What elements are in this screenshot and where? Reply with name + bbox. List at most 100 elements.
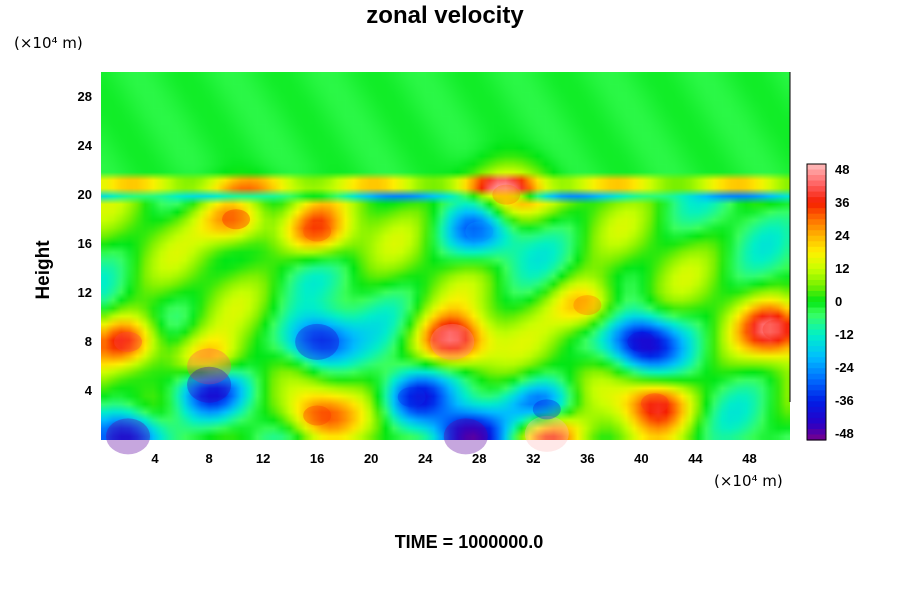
colorbar-segment [807, 285, 826, 292]
x-tick-label: 20 [363, 451, 379, 466]
colorbar-segment [807, 268, 826, 275]
velocity-feature-15 [532, 399, 561, 420]
colorbar-segment [807, 351, 826, 358]
velocity-feature-3 [627, 331, 656, 352]
colorbar-segment [807, 263, 826, 270]
colorbar-segment [807, 423, 826, 430]
colorbar-segment [807, 373, 826, 380]
colorbar-segment [807, 368, 826, 375]
x-tick-label: 24 [418, 451, 433, 466]
colorbar-tick-label: -24 [835, 360, 854, 376]
colorbar-segment [807, 219, 826, 226]
colorbar-segment [807, 257, 826, 264]
y-tick-label: 8 [84, 333, 92, 349]
colorbar-segment [807, 302, 826, 309]
y-tick-label: 12 [77, 284, 92, 300]
colorbar-tick-label: 48 [835, 161, 850, 177]
colorbar-segment [807, 213, 826, 220]
y-tick-label: 16 [77, 235, 92, 251]
x-tick-label: 32 [526, 451, 541, 466]
x-tick-label: 48 [742, 451, 757, 466]
colorbar-segment [807, 252, 826, 259]
velocity-feature-14 [443, 418, 488, 455]
colorbar-segment [807, 318, 826, 325]
colorbar-segment [807, 428, 826, 436]
colorbar-segment [807, 296, 826, 303]
x-tick-label: 8 [205, 451, 213, 466]
x-axis-unit: (×10⁴ m) [714, 472, 783, 490]
colorbar-segment [807, 395, 826, 402]
colorbar-segment [807, 279, 826, 287]
velocity-feature-6 [303, 221, 332, 242]
velocity-feature-18 [492, 184, 521, 205]
colorbar-segment [807, 379, 826, 386]
y-axis-unit: (×10⁴ m) [14, 34, 83, 52]
colorbar-segment [807, 434, 826, 441]
x-tick-label: 28 [472, 451, 487, 466]
colorbar-segment [807, 406, 826, 413]
y-tick-label: 28 [77, 88, 92, 104]
colorbar-segment [807, 357, 826, 364]
colorbar-segment [807, 186, 826, 193]
x-tick-label: 44 [688, 451, 703, 466]
velocity-feature-8 [187, 366, 232, 403]
velocity-feature-1 [295, 323, 340, 360]
x-tick-label: 40 [634, 451, 649, 466]
colorbar-segment [807, 401, 826, 408]
colorbar-segment [807, 335, 826, 342]
velocity-feature-2 [430, 323, 475, 360]
colorbar-segment [807, 412, 826, 419]
colorbar-tick-label: -36 [835, 393, 854, 409]
colorbar-tick-label: 36 [835, 194, 850, 210]
colorbar-segment [807, 384, 826, 391]
colorbar-segment [807, 346, 826, 353]
colorbar-segment [807, 274, 826, 281]
velocity-feature-4 [762, 319, 791, 340]
chart-title: zonal velocity [366, 2, 524, 29]
colorbar-segment [807, 313, 826, 320]
colorbar-segment [807, 307, 826, 314]
colorbar-segment [807, 290, 826, 298]
colorbar-tick-label: 0 [835, 294, 843, 309]
colorbar-segment [807, 197, 826, 204]
velocity-feature-11 [524, 415, 569, 452]
colorbar-segment [807, 340, 826, 347]
colorbar-segment [807, 235, 826, 242]
colorbar [806, 163, 827, 441]
velocity-feature-9 [303, 405, 332, 426]
velocity-feature-13 [106, 418, 151, 455]
velocity-feature-17 [573, 295, 602, 316]
colorbar-segment [807, 390, 826, 397]
velocity-feature-5 [222, 209, 251, 230]
velocity-feature-10 [397, 387, 426, 408]
colorbar-segment [807, 362, 826, 369]
colorbar-segment [807, 241, 826, 248]
time-label: TIME = 1000000.0 [394, 532, 544, 552]
colorbar-segment [807, 230, 826, 237]
colorbar-segment [807, 324, 826, 331]
colorbar-tick-label: -12 [835, 327, 854, 343]
y-tick-label: 20 [77, 186, 92, 202]
colorbar-segment [807, 329, 826, 336]
colorbar-tick-label: -48 [835, 426, 854, 442]
y-tick-label: 4 [84, 382, 92, 398]
colorbar-segment [807, 191, 826, 198]
x-tick-label: 12 [255, 451, 271, 466]
colorbar-segment [807, 202, 826, 209]
colorbar-tick-label: 24 [835, 227, 850, 243]
x-tick-label: 16 [309, 451, 325, 466]
velocity-field [101, 72, 790, 440]
velocity-feature-7 [187, 348, 232, 385]
x-tick-label: 4 [151, 451, 159, 466]
colorbar-segment [807, 164, 826, 171]
colorbar-segment [807, 224, 826, 231]
colorbar-segment [807, 169, 826, 176]
velocity-feature-12 [640, 393, 669, 414]
colorbar-segment [807, 246, 826, 253]
colorbar-segment [807, 417, 826, 425]
velocity-feature-16 [465, 221, 494, 242]
y-tick-label: 24 [77, 137, 92, 153]
velocity-feature-0 [114, 331, 143, 352]
colorbar-segment [807, 208, 826, 215]
